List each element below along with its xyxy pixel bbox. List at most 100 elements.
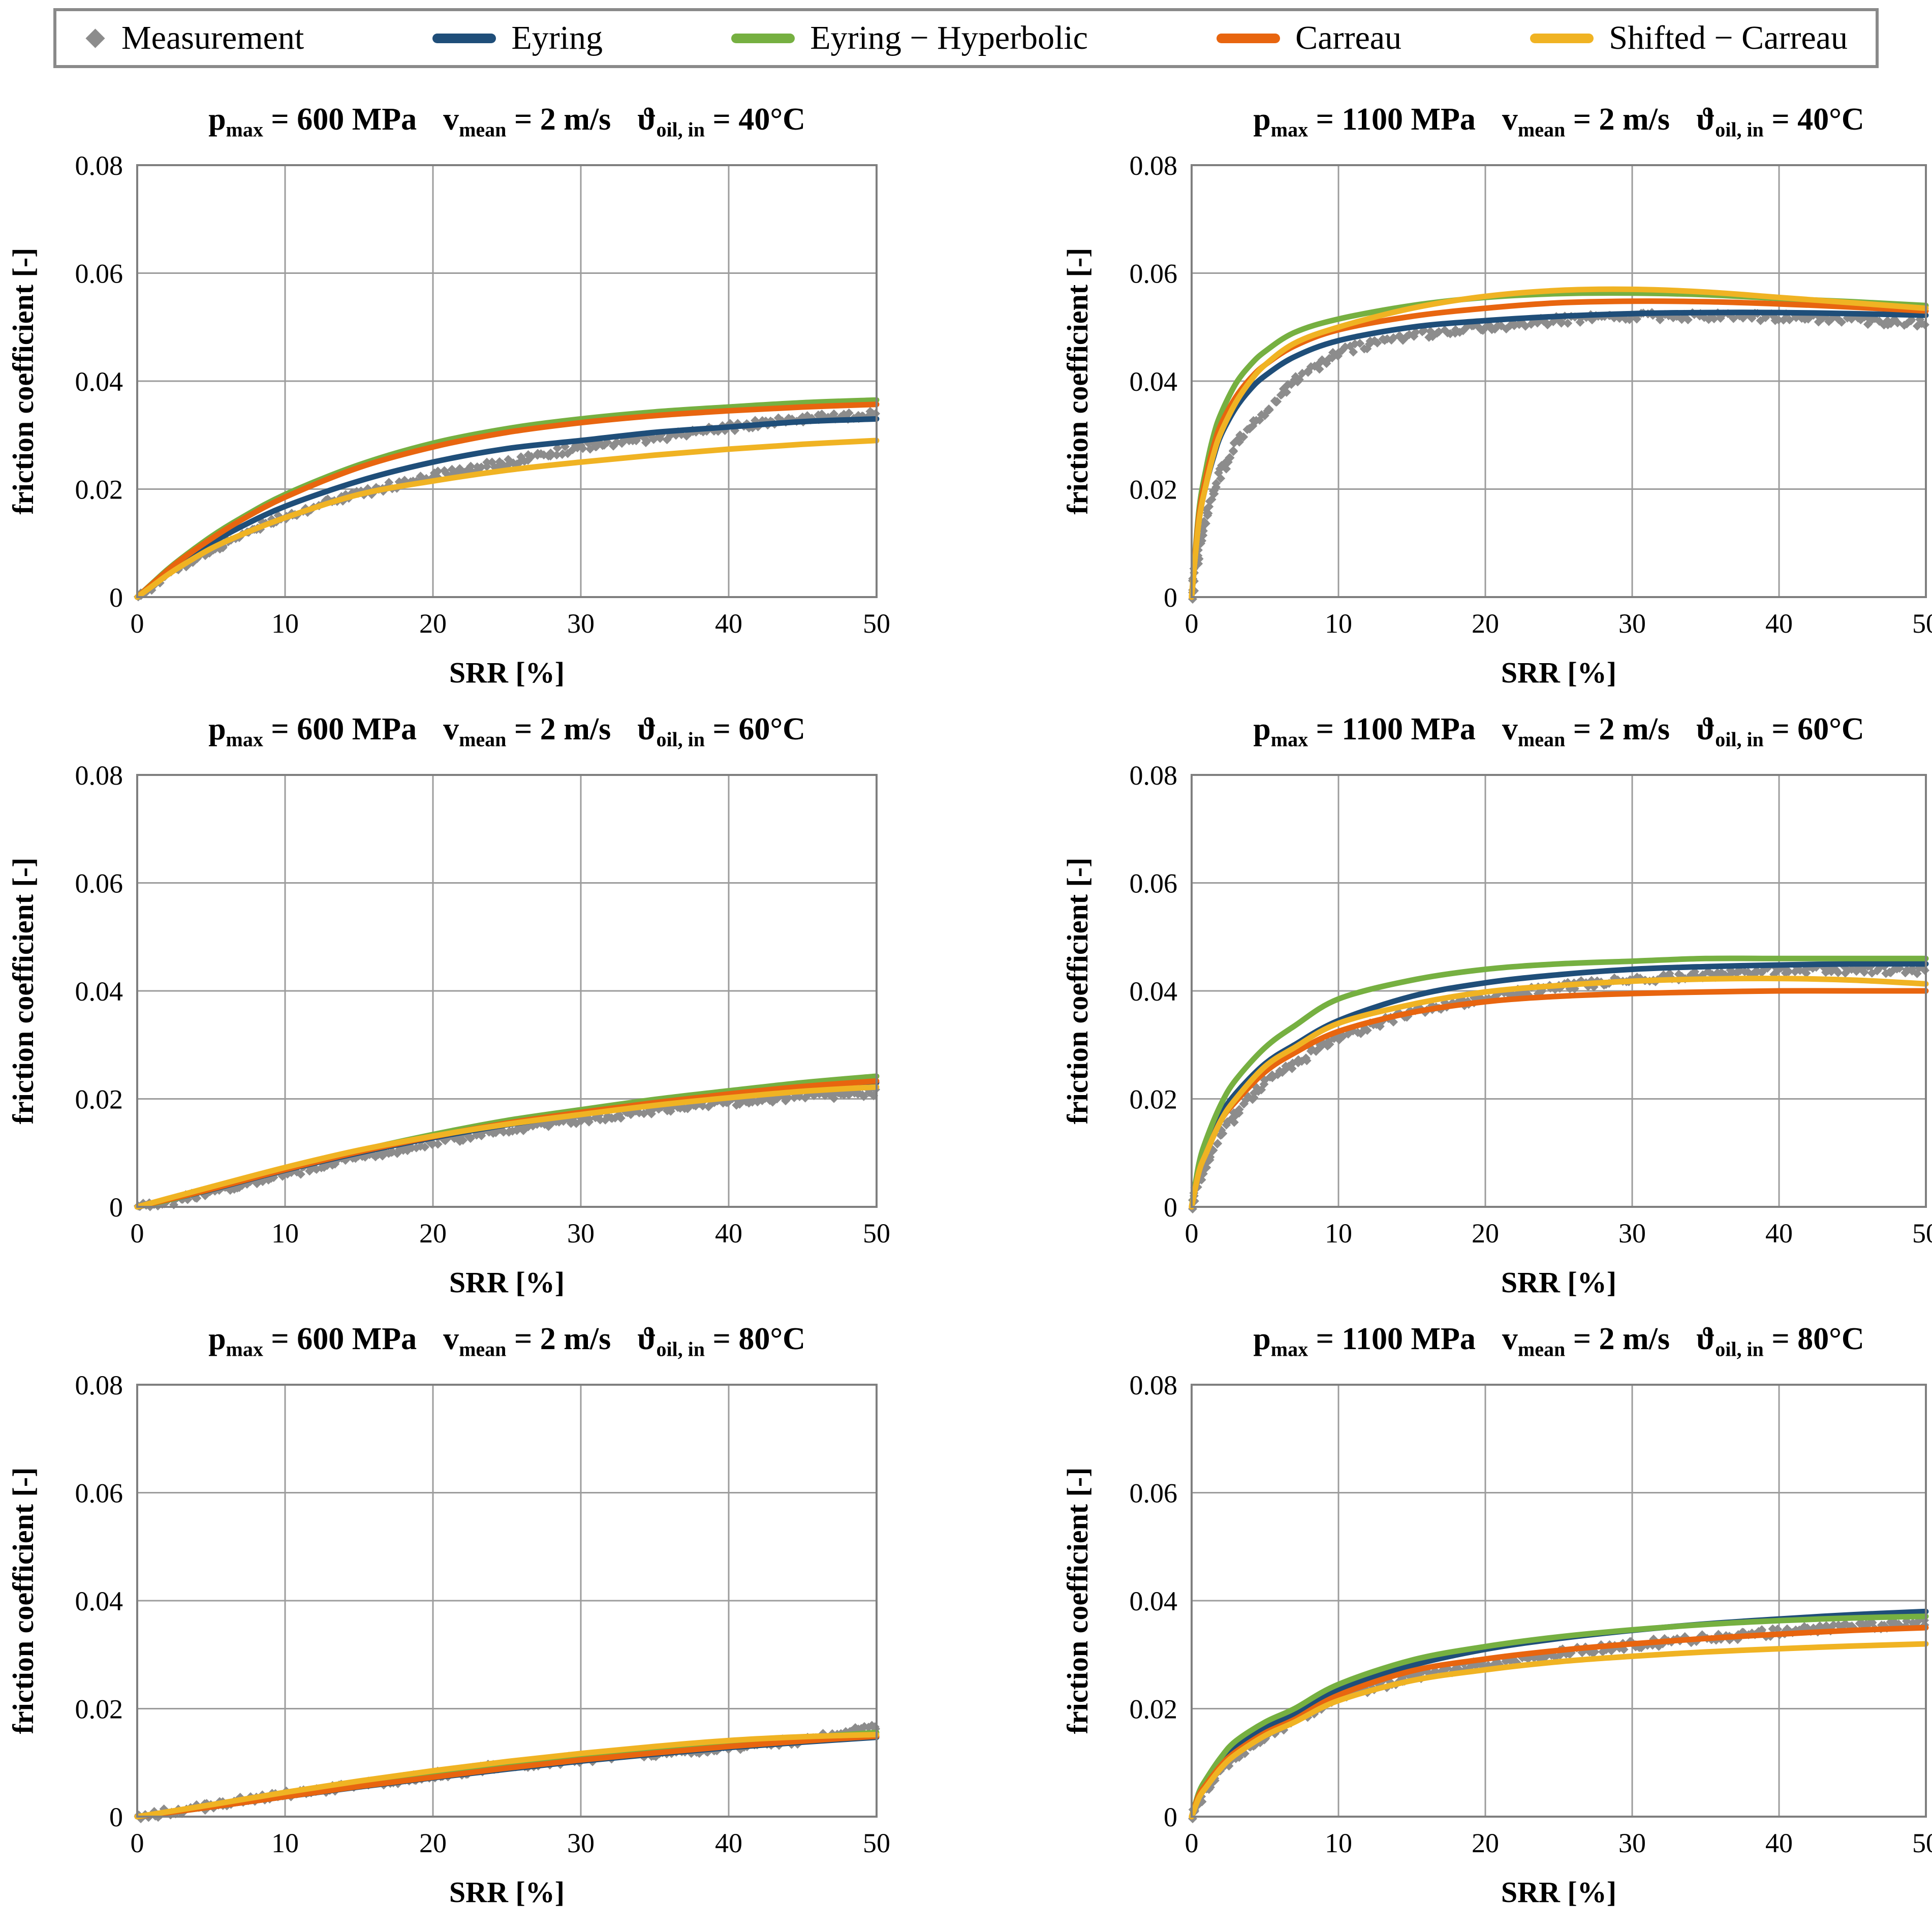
title-value: = 1100 MPa	[1308, 102, 1476, 137]
series-line-shifted-carreau	[134, 1084, 880, 1210]
x-axis-label: SRR [%]	[449, 1876, 565, 1909]
title-value: = 2 m/s	[506, 1322, 611, 1356]
y-tick-label: 0.04	[1130, 1586, 1178, 1616]
y-tick-label: 0.02	[1130, 475, 1178, 505]
y-tick-label: 0	[109, 1192, 123, 1223]
y-axis-label: friction coefficient [-]	[7, 1468, 40, 1734]
title-subscript: max	[1270, 728, 1308, 751]
y-tick-label: 0.02	[1130, 1084, 1178, 1115]
legend-item-measurement: Measurement	[84, 19, 304, 57]
y-tick-label: 0.06	[75, 868, 123, 899]
title-subscript: max	[1270, 118, 1308, 141]
chart-title: pmax = 1100 MPa vmean = 2 m/s ϑoil, in = 6…	[1192, 711, 1926, 750]
x-tick-label: 30	[567, 1218, 595, 1249]
x-tick-label: 10	[1325, 608, 1352, 639]
x-tick-label: 50	[863, 608, 890, 639]
title-value: = 2 m/s	[1565, 1322, 1670, 1356]
title-subscript: oil, in	[656, 118, 705, 141]
legend-label: Carreau	[1295, 19, 1402, 56]
title-symbol: p	[208, 1322, 226, 1356]
title-symbol: ϑ	[637, 102, 657, 137]
title-symbol: v	[1502, 102, 1518, 137]
y-tick-label: 0.02	[75, 475, 123, 505]
chart-cell-0: pmax = 600 MPa vmean = 2 m/s ϑoil, in = 40…	[0, 97, 966, 706]
title-value: = 80°C	[705, 1322, 805, 1356]
x-tick-label: 20	[1472, 1828, 1499, 1858]
title-group: vmean = 2 m/s	[443, 1322, 611, 1359]
title-value: = 600 MPa	[263, 102, 417, 137]
plot-frame	[136, 774, 878, 1208]
title-symbol: p	[208, 712, 226, 746]
chart-canvas: 0 10 20 30 40 50 0 0.02 0.04 0.06 0.08 SRR [%] frict…	[1061, 1370, 1932, 1909]
title-group: pmax = 600 MPa	[208, 1322, 417, 1359]
title-value: = 600 MPa	[263, 712, 417, 746]
series-line-shifted-carreau	[1189, 975, 1929, 1210]
series-line-shifted-carreau	[1189, 286, 1929, 600]
series-line-shifted-carreau	[134, 438, 880, 600]
y-tick-label: 0	[1164, 582, 1177, 613]
series-line-carreau	[134, 401, 880, 600]
plot-frame	[1191, 164, 1927, 598]
title-subscript: mean	[1517, 1337, 1566, 1361]
title-symbol: ϑ	[1696, 1322, 1716, 1356]
legend-label: Eyring	[511, 19, 603, 56]
title-subscript: oil, in	[1715, 728, 1764, 751]
diamond-marker-icon	[85, 28, 105, 48]
x-tick-label: 0	[1185, 608, 1199, 639]
series-line-eyring-hyperbolic	[1189, 955, 1929, 1210]
title-symbol: v	[1502, 712, 1518, 746]
series-line-carreau	[134, 1733, 880, 1820]
y-tick-label: 0	[1164, 1192, 1177, 1223]
x-axis-label: SRR [%]	[1501, 1266, 1616, 1299]
title-group: pmax = 600 MPa	[208, 102, 417, 140]
x-tick-label: 30	[1618, 1218, 1646, 1249]
title-group: vmean = 2 m/s	[1502, 1322, 1670, 1359]
title-group: pmax = 1100 MPa	[1253, 1322, 1476, 1359]
legend-label: Eyring − Hyperbolic	[810, 19, 1088, 56]
plot-frame	[136, 1384, 878, 1818]
title-value: = 40°C	[705, 102, 805, 137]
title-group: ϑoil, in = 40°C	[637, 102, 805, 140]
title-value: = 2 m/s	[1565, 102, 1670, 137]
y-tick-label: 0	[109, 1802, 123, 1832]
title-group: ϑoil, in = 60°C	[1696, 712, 1864, 750]
title-symbol: v	[1502, 1322, 1518, 1356]
series-line-shifted-carreau	[134, 1732, 880, 1820]
title-symbol: p	[208, 102, 226, 137]
legend-item-shifted-carreau: Shifted − Carreau	[1530, 19, 1848, 57]
y-axis-label: friction coefficient [-]	[1061, 1468, 1094, 1734]
x-tick-label: 20	[419, 1828, 447, 1858]
x-tick-label: 40	[1765, 608, 1793, 639]
x-tick-label: 20	[419, 1218, 447, 1249]
chart-cell-5: pmax = 1100 MPa vmean = 2 m/s ϑoil, in = 8…	[966, 1316, 1932, 1926]
x-axis-label: SRR [%]	[449, 1266, 565, 1299]
y-tick-label: 0	[1164, 1802, 1177, 1832]
x-tick-label: 40	[715, 608, 742, 639]
chart-cell-2: pmax = 600 MPa vmean = 2 m/s ϑoil, in = 60…	[0, 706, 966, 1316]
y-axis-label: friction coefficient [-]	[7, 858, 40, 1125]
y-axis-label: friction coefficient [-]	[1061, 248, 1094, 515]
y-tick-label: 0.06	[1130, 1478, 1178, 1509]
title-symbol: v	[443, 102, 459, 137]
line-swatch-icon	[1530, 33, 1594, 43]
y-tick-label: 0.08	[75, 760, 123, 791]
y-tick-label: 0.04	[75, 366, 123, 397]
chart-title: pmax = 600 MPa vmean = 2 m/s ϑoil, in = 60…	[137, 711, 877, 750]
y-tick-label: 0.08	[75, 1370, 123, 1400]
x-tick-label: 10	[1325, 1218, 1352, 1249]
title-symbol: ϑ	[1696, 102, 1716, 137]
title-subscript: oil, in	[656, 1337, 705, 1361]
x-tick-label: 50	[1912, 608, 1932, 639]
y-tick-label: 0.08	[1130, 150, 1178, 181]
x-tick-label: 0	[1185, 1218, 1199, 1249]
title-group: ϑoil, in = 80°C	[1696, 1322, 1864, 1359]
y-axis-label: friction coefficient [-]	[7, 248, 40, 515]
legend-label: Shifted − Carreau	[1609, 19, 1848, 56]
title-subscript: oil, in	[1715, 1337, 1764, 1361]
x-tick-label: 10	[1325, 1828, 1352, 1858]
x-tick-label: 30	[567, 608, 595, 639]
y-tick-label: 0.06	[75, 1478, 123, 1509]
line-swatch-icon	[731, 33, 795, 43]
title-group: pmax = 600 MPa	[208, 712, 417, 750]
chart-cell-3: pmax = 1100 MPa vmean = 2 m/s ϑoil, in = 6…	[966, 706, 1932, 1316]
